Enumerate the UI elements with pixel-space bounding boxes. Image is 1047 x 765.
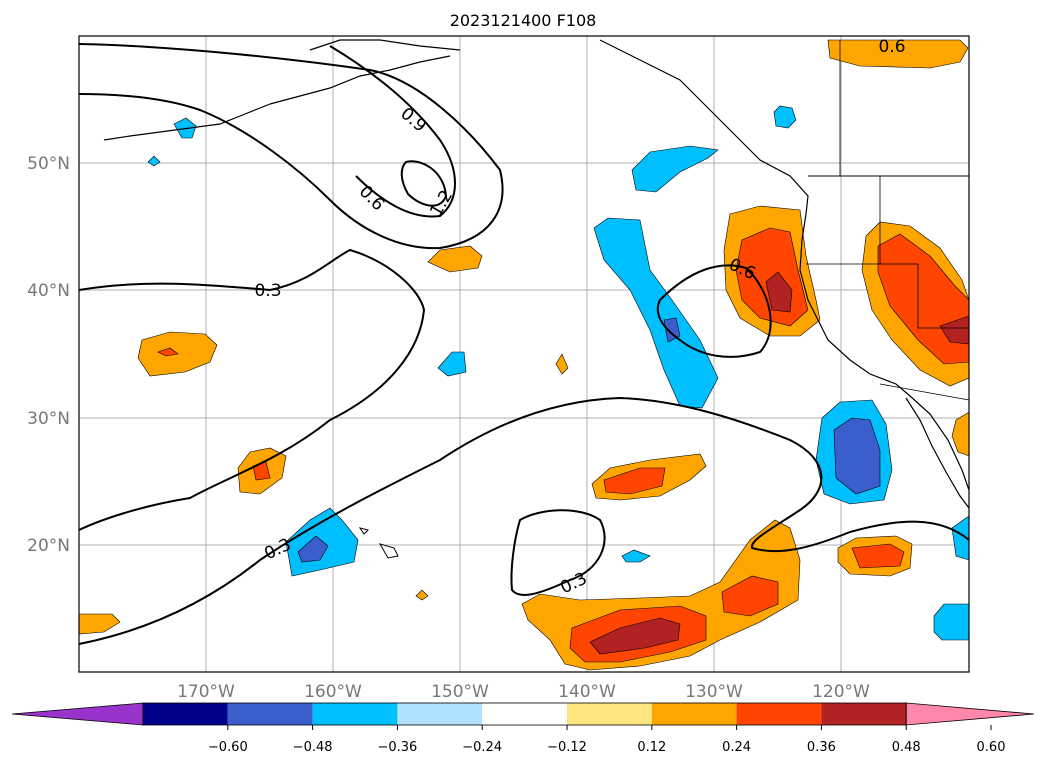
region-blue-north: [631, 145, 719, 193]
region-darkred-south: [589, 617, 681, 655]
colorbar-tick-label: −0.60: [208, 740, 248, 755]
colorbar-tick-label: −0.24: [462, 740, 502, 755]
hawaii-islands: [358, 527, 399, 559]
colorbar-segment: [736, 703, 822, 725]
map-background: [79, 36, 969, 672]
region-red-170w: [157, 347, 179, 357]
colorbar-segment: [227, 703, 313, 725]
region-orange-east: [951, 411, 970, 457]
colorbar-extend-high: [905, 702, 1035, 726]
us-west-coast: [799, 213, 970, 491]
region-orange-dot-1: [555, 353, 569, 375]
colorbar-segment: [651, 703, 737, 725]
state-borders: [806, 176, 970, 401]
colorbar-extend-low: [11, 702, 144, 726]
latitude-labels: 50°N 40°N 30°N 20°N: [27, 154, 70, 556]
colorbar-tick-label: −0.12: [547, 740, 587, 755]
region-darkred-oregon: [765, 271, 793, 313]
colorbar-tick-label: −0.36: [377, 740, 417, 755]
map-frame: [78, 35, 970, 673]
map-title: 2023121400 F108: [450, 11, 597, 30]
region-red-south-east: [721, 575, 779, 617]
contour-06-north: [78, 43, 504, 250]
lon-label-160w: 160°W: [304, 682, 362, 702]
region-royal-hawaii: [297, 535, 329, 563]
contour-12: [400, 160, 448, 207]
gridlines: [79, 36, 969, 672]
lat-label-50: 50°N: [27, 154, 70, 174]
region-orange-150w: [427, 245, 483, 273]
contour-lines: [78, 43, 970, 645]
colorbar-segment: [482, 703, 567, 725]
contour-03-west: [78, 248, 426, 531]
region-royal-baja: [833, 417, 881, 495]
colorbar-tick-label: −0.48: [293, 740, 333, 755]
region-blue-se: [933, 603, 970, 641]
longitude-labels: 170°W 160°W 150°W 140°W 130°W 120°W: [177, 682, 870, 702]
colorbar-tick-label: 0.60: [977, 740, 1006, 755]
colorbar-segment: [397, 703, 483, 725]
colorbar-segment: [312, 703, 398, 725]
lon-label-120w: 120°W: [812, 682, 870, 702]
bc-coast: [599, 39, 809, 215]
aleutian-islands: [103, 103, 271, 141]
colorbar-outline: [142, 702, 907, 726]
lat-label-30: 30°N: [27, 409, 70, 429]
shaded-regions: [78, 39, 970, 671]
region-orange-dot-2: [415, 589, 429, 601]
region-red-136w: [603, 467, 666, 495]
contour-03-south: [78, 396, 970, 645]
colorbar-segment: [567, 703, 652, 725]
colorbar-tick-label: 0.24: [722, 740, 751, 755]
contour-label-5: 0.3: [254, 281, 281, 301]
lon-label-140w: 140°W: [558, 682, 616, 702]
lon-label-130w: 130°W: [685, 682, 743, 702]
coastlines: [103, 39, 970, 559]
region-blue-small-n: [773, 105, 797, 129]
baja-coast: [905, 397, 970, 509]
colorbar-tick-label: 0.48: [892, 740, 921, 755]
contour-06-oregon: [656, 264, 772, 358]
lon-label-170w: 170°W: [177, 682, 235, 702]
lat-label-40: 40°N: [27, 281, 70, 301]
region-red-118w: [851, 543, 905, 569]
colorbar-segment: [143, 703, 228, 725]
colorbar-tick-label: 0.12: [637, 740, 666, 755]
colorbar: −0.60 −0.48 −0.36 −0.24 −0.12 0.12 0.24 0.36 0.4…: [11, 702, 1035, 755]
region-blue-small-s: [621, 549, 651, 563]
region-blue-aleutian: [173, 117, 197, 139]
alaska-peninsula: [269, 55, 451, 105]
region-blue-dot: [147, 155, 161, 167]
lon-label-150w: 150°W: [431, 682, 489, 702]
colorbar-tick-label: 0.36: [807, 740, 836, 755]
contour-label-1: 0.6: [878, 37, 905, 57]
contour-09: [329, 45, 456, 218]
region-orange-ne: [827, 39, 969, 69]
contour-03-loop: [510, 509, 606, 596]
region-blue-central: [593, 217, 719, 409]
lat-label-20: 20°N: [27, 536, 70, 556]
colorbar-segment: [821, 703, 907, 725]
region-blue-150w: [437, 351, 467, 377]
alaska-coast: [309, 39, 461, 51]
map-area: 0.6 0.9 1.2 0.6 0.3 0.6 0.3 0.3: [78, 35, 970, 673]
